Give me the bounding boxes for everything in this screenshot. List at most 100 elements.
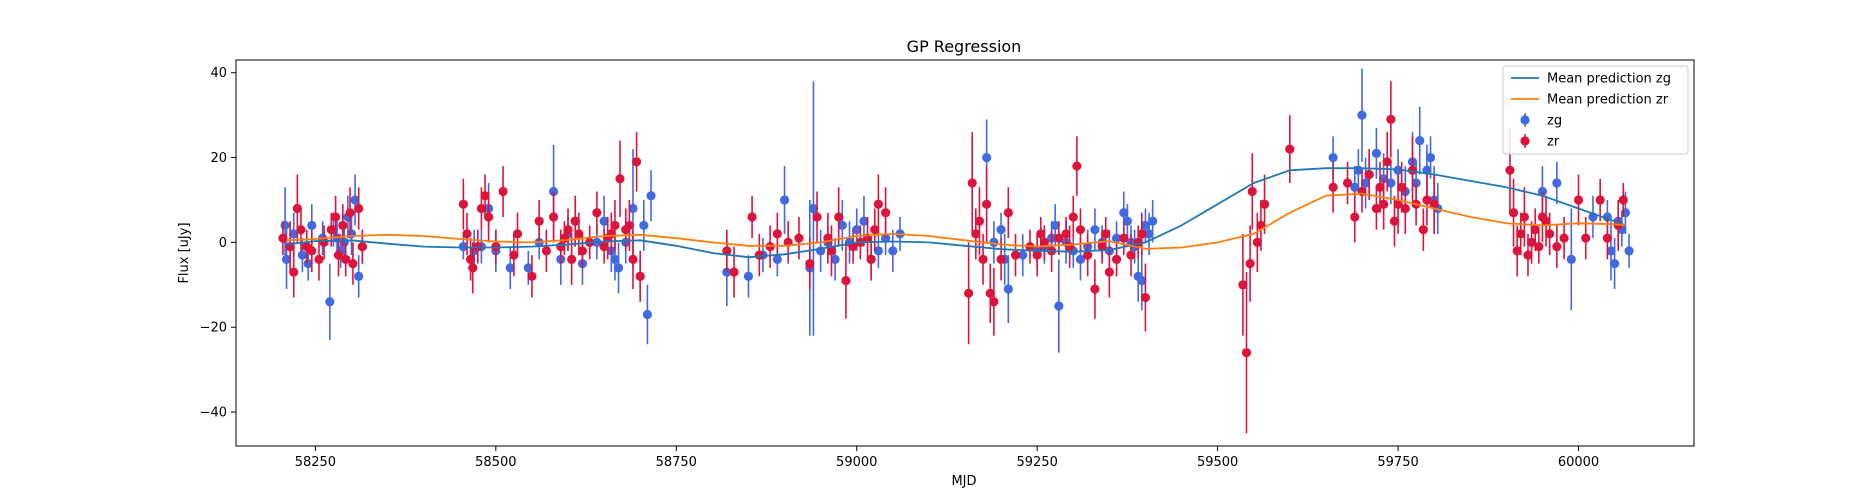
data-point-zg (772, 254, 782, 264)
data-point-zr (1126, 250, 1136, 260)
data-point-zg (350, 195, 360, 205)
data-point-zr (1342, 178, 1353, 188)
data-point-zr (628, 254, 638, 264)
x-tick-label: 59500 (1197, 455, 1238, 470)
data-point-zr (967, 178, 977, 188)
data-point-zr (624, 220, 634, 231)
data-point-zg (1425, 152, 1436, 163)
data-point-zr (567, 254, 577, 264)
data-point-zr (462, 229, 472, 239)
data-point-zg (354, 271, 364, 281)
data-point-zg (1350, 182, 1360, 192)
data-point-zr (870, 225, 880, 235)
data-point-zr (1259, 199, 1270, 209)
data-point-zr (1083, 250, 1093, 260)
y-tick-label: 40 (210, 66, 227, 81)
data-point-zr (1003, 208, 1013, 218)
data-point-zr (577, 246, 588, 256)
data-point-zg (873, 246, 883, 256)
data-point-zr (296, 225, 306, 235)
y-tick-label: −40 (200, 406, 227, 421)
data-point-zr (635, 271, 645, 281)
data-point-zr (341, 254, 351, 264)
data-point-zr (1618, 195, 1628, 205)
data-point-zg (1148, 216, 1158, 226)
data-point-zr (484, 212, 494, 222)
legend-box (1502, 65, 1689, 155)
data-point-zr (1581, 233, 1591, 243)
series-layer (278, 68, 1634, 434)
data-point-zg (859, 216, 869, 226)
data-point-zr (1285, 144, 1295, 154)
data-point-zr (841, 275, 851, 286)
data-point-zg (1620, 208, 1631, 218)
data-point-zr (631, 157, 642, 167)
data-point-zg (1119, 208, 1129, 218)
data-point-zg (639, 220, 649, 231)
data-point-zr (1552, 242, 1562, 252)
data-point-zr (1516, 229, 1526, 239)
data-point-zr (354, 203, 364, 214)
data-point-zg (1566, 254, 1576, 264)
data-point-zr (1241, 348, 1252, 358)
data-point-zg (1606, 246, 1616, 256)
data-point-zr (610, 220, 620, 231)
data-point-zg (523, 263, 533, 273)
data-point-zr (1364, 169, 1374, 180)
data-point-zr (1247, 186, 1257, 197)
data-point-zr (615, 174, 625, 184)
y-tick-label: −20 (200, 321, 227, 336)
y-tick-label: 0 (219, 236, 227, 251)
series-mean-prediction-zg (286, 167, 1626, 259)
data-point-zr (1039, 237, 1049, 247)
data-point-zg (289, 229, 299, 239)
data-point-zr (1400, 203, 1410, 214)
data-point-zr (599, 242, 609, 252)
data-point-zr (509, 250, 519, 260)
data-point-zr (964, 288, 974, 298)
data-point-zr (1382, 157, 1392, 167)
data-point-zr (722, 246, 732, 256)
data-point-zr (1505, 165, 1515, 175)
data-point-zr (794, 233, 804, 243)
data-point-zg (280, 220, 290, 231)
data-point-zg (1624, 246, 1634, 256)
legend-label: zr (1547, 135, 1560, 150)
data-point-zr (1072, 161, 1082, 171)
data-point-zg (743, 271, 754, 281)
data-point-zr (1101, 229, 1111, 239)
data-point-zr (1559, 233, 1569, 243)
data-point-zr (982, 199, 992, 209)
data-point-zr (805, 259, 815, 269)
data-point-zg (852, 225, 862, 235)
data-point-zr (772, 229, 782, 239)
data-point-zr (729, 267, 739, 277)
data-point-zr (1140, 292, 1151, 303)
data-point-zr (1252, 237, 1262, 247)
data-point-zg (982, 152, 992, 163)
data-point-zg (613, 263, 624, 273)
data-point-zr (333, 250, 344, 260)
x-tick-label: 59750 (1377, 455, 1418, 470)
data-point-zg (1003, 284, 1013, 294)
data-point-zr (985, 288, 995, 298)
data-point-zr (1010, 250, 1021, 260)
data-point-zr (1534, 242, 1544, 252)
data-point-zr (1036, 229, 1046, 239)
data-point-zr (314, 254, 324, 264)
legend-swatch-marker (1520, 136, 1530, 146)
data-point-zr (480, 191, 490, 201)
y-tick-label: 20 (210, 151, 227, 166)
data-point-zr (812, 212, 822, 222)
data-point-zg (1050, 220, 1060, 231)
data-point-zr (1397, 182, 1407, 192)
data-point-zg (339, 237, 349, 247)
data-point-zg (610, 254, 620, 264)
data-point-zr (1054, 233, 1064, 243)
data-point-zg (996, 225, 1006, 235)
line-mean-prediction-zr (286, 192, 1626, 250)
data-point-zr (1371, 203, 1382, 214)
data-point-zr (1573, 195, 1584, 205)
data-point-zg (1122, 216, 1133, 226)
legend-item-zg: zg (1520, 113, 1562, 129)
